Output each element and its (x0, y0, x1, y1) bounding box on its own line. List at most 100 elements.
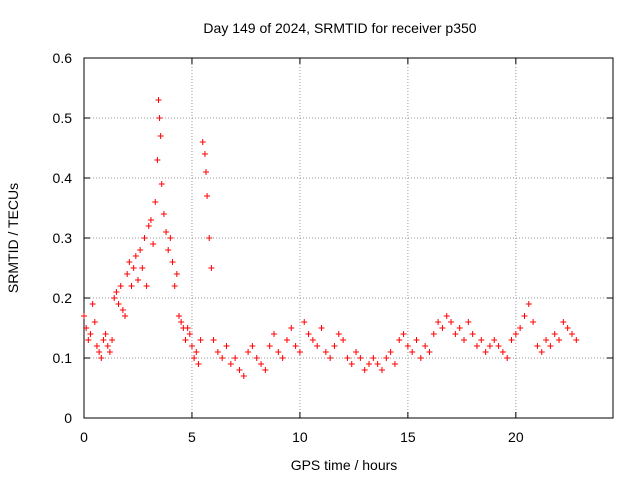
data-point (122, 313, 129, 319)
data-point (361, 367, 368, 373)
data-point (426, 349, 433, 355)
data-point (538, 349, 545, 355)
data-point (178, 319, 185, 325)
data-point (152, 199, 159, 205)
data-point (568, 331, 575, 337)
data-point (301, 319, 308, 325)
data-point (564, 325, 571, 331)
data-point (292, 343, 299, 349)
data-point (119, 307, 126, 313)
data-point (391, 361, 398, 367)
data-point (139, 265, 146, 271)
data-point (560, 319, 567, 325)
data-point (124, 271, 131, 277)
data-point (145, 223, 152, 229)
data-point (191, 355, 198, 361)
x-tick-label: 5 (188, 429, 196, 445)
data-point (202, 169, 209, 175)
data-point (482, 349, 489, 355)
data-point (89, 301, 96, 307)
data-point (521, 313, 528, 319)
data-point (573, 337, 580, 343)
data-point (98, 355, 105, 361)
data-point (491, 337, 498, 343)
y-tick-label: 0.5 (53, 110, 73, 126)
data-point (271, 331, 278, 337)
data-point (288, 325, 295, 331)
data-points (81, 97, 580, 379)
data-point (331, 343, 338, 349)
data-point (182, 337, 189, 343)
data-point (512, 331, 519, 337)
plot-frame (83, 57, 614, 419)
data-point (378, 367, 385, 373)
data-point (283, 337, 290, 343)
data-point (240, 373, 247, 379)
data-point (111, 295, 118, 301)
data-point (109, 337, 116, 343)
data-point (357, 355, 364, 361)
data-point (335, 331, 342, 337)
data-point (534, 343, 541, 349)
data-point (409, 349, 416, 355)
data-point (504, 355, 511, 361)
data-point (443, 313, 450, 319)
data-point (171, 283, 178, 289)
data-point (296, 349, 303, 355)
x-tick-label: 10 (292, 429, 308, 445)
data-point (219, 355, 226, 361)
data-point (106, 349, 113, 355)
data-point (155, 97, 162, 103)
data-point (199, 139, 206, 145)
data-point (176, 313, 183, 319)
data-point (165, 247, 172, 253)
data-point (387, 349, 394, 355)
data-point (370, 355, 377, 361)
data-point (236, 367, 243, 373)
data-point (478, 337, 485, 343)
data-point (366, 361, 373, 367)
data-point (210, 337, 217, 343)
data-point (318, 325, 325, 331)
data-point (160, 211, 167, 217)
y-tick-label: 0 (64, 410, 72, 426)
data-point (93, 343, 100, 349)
x-tick-label: 15 (400, 429, 416, 445)
data-point (245, 349, 252, 355)
data-point (430, 331, 437, 337)
data-point (422, 343, 429, 349)
data-point (96, 349, 103, 355)
data-point (206, 235, 213, 241)
data-point (193, 349, 200, 355)
data-point (195, 361, 202, 367)
data-point (128, 283, 135, 289)
data-point (201, 151, 208, 157)
data-point (305, 331, 312, 337)
data-point (227, 361, 234, 367)
data-point (117, 283, 124, 289)
data-point (154, 157, 161, 163)
data-point (214, 349, 221, 355)
data-point (188, 343, 195, 349)
data-point (83, 325, 90, 331)
data-point (173, 271, 180, 277)
chart-title: Day 149 of 2024, SRMTID for receiver p35… (203, 20, 476, 36)
data-point (486, 343, 493, 349)
data-point (469, 331, 476, 337)
y-axis-label: SRMTID / TECUs (5, 183, 21, 293)
data-point (81, 313, 87, 319)
data-point (452, 331, 459, 337)
data-point (547, 343, 554, 349)
data-point (344, 355, 351, 361)
data-point (465, 319, 472, 325)
data-point (184, 325, 191, 331)
data-point (279, 355, 286, 361)
data-point (100, 337, 107, 343)
tick-marks (83, 57, 613, 419)
data-point (130, 265, 137, 271)
data-point (340, 337, 347, 343)
data-point (167, 235, 174, 241)
tick-labels: 0 0.1 0.2 0.3 0.4 0.5 0.6 0 5 10 15 20 (53, 50, 524, 445)
y-tick-label: 0.6 (53, 50, 73, 66)
data-point (197, 337, 204, 343)
